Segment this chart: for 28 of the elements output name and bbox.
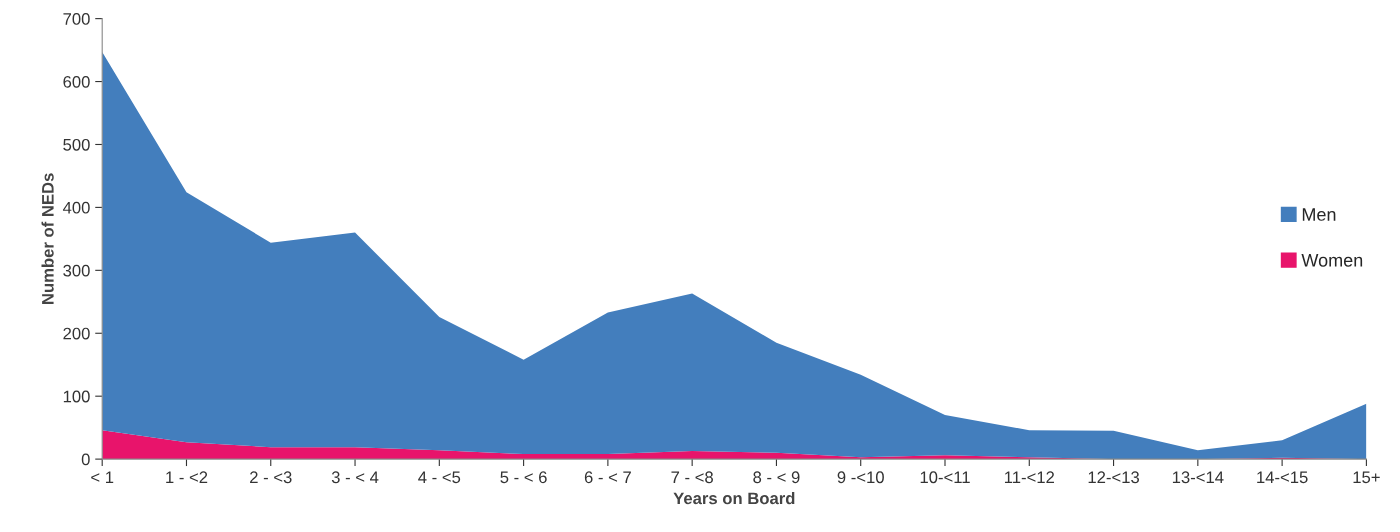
x-axis-title: Years on Board bbox=[673, 492, 795, 505]
y-tick-label: 700 bbox=[63, 13, 90, 25]
x-tick-label: 12-<13 bbox=[1088, 471, 1140, 484]
y-axis-title: Number of NEDs bbox=[41, 173, 54, 304]
x-tick-label: 6 - < 7 bbox=[584, 471, 631, 484]
x-tick-label: 9 -<10 bbox=[837, 471, 884, 484]
x-tick-label: 11-<12 bbox=[1004, 471, 1055, 483]
y-tick-label: 400 bbox=[62, 201, 90, 214]
y-tick-label: 600 bbox=[63, 75, 90, 88]
y-tick-label: 100 bbox=[63, 390, 90, 403]
x-tick-label: < 1 bbox=[91, 471, 114, 483]
y-tick-label: 0 bbox=[81, 453, 90, 466]
x-tick-label: 8 - < 9 bbox=[753, 471, 800, 484]
x-tick-label: 14-<15 bbox=[1257, 471, 1308, 484]
x-tick-label: 1 - <2 bbox=[166, 471, 208, 483]
x-tick-label: 3 - < 4 bbox=[331, 471, 379, 484]
x-tick-label: 7 - <8 bbox=[671, 471, 713, 484]
legend-label: Men bbox=[1302, 208, 1336, 221]
y-tick-label: 500 bbox=[63, 138, 90, 151]
x-tick-label: 13-<14 bbox=[1172, 471, 1224, 484]
x-tick-label: 15+ bbox=[1353, 471, 1380, 484]
y-tick-label: 200 bbox=[63, 327, 90, 340]
x-tick-label: 5 - < 6 bbox=[500, 471, 547, 484]
x-tick-label: 2 - <3 bbox=[250, 471, 292, 484]
x-tick-label: 4 - <5 bbox=[418, 471, 461, 484]
y-tick-label: 300 bbox=[63, 264, 90, 277]
x-tick-label: 10-<11 bbox=[920, 471, 970, 484]
legend-label: Women bbox=[1301, 254, 1363, 267]
